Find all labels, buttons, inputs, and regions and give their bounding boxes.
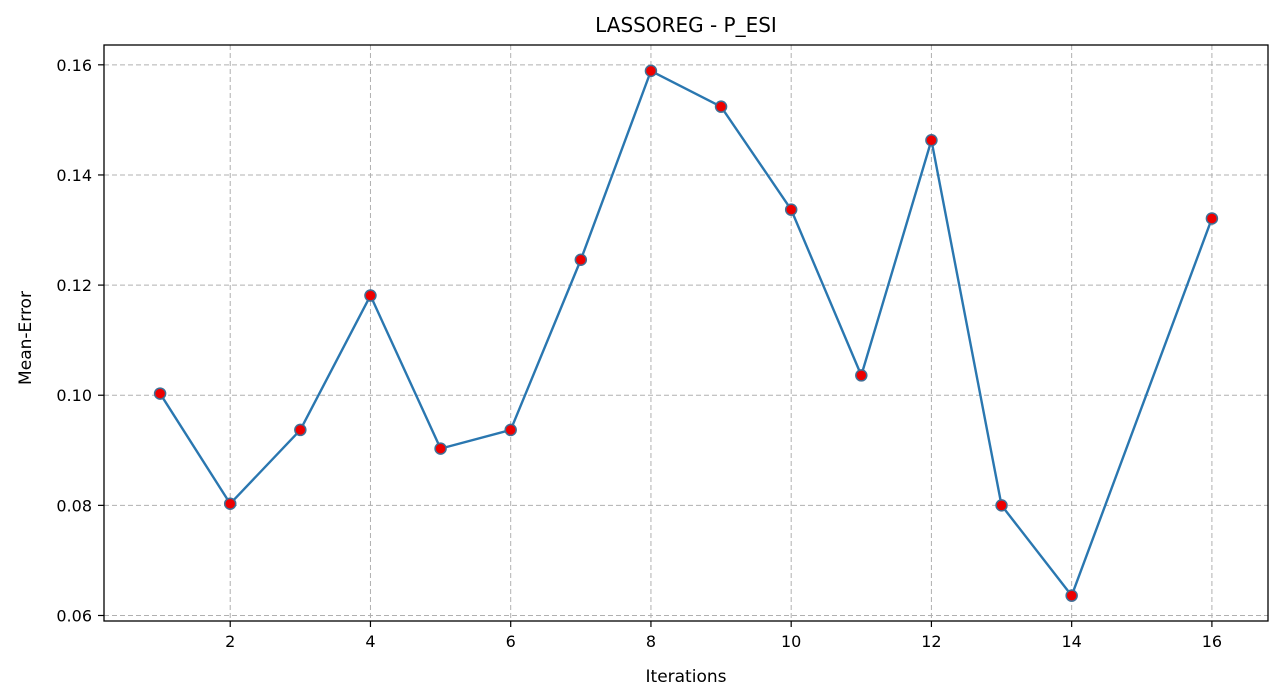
data-point	[223, 497, 237, 510]
x-tick-label: 6	[506, 632, 516, 651]
plot-frame	[103, 44, 1269, 622]
data-point	[784, 203, 798, 216]
y-tick-label: 0.08	[56, 496, 92, 515]
y-axis-label: Mean-Error	[16, 291, 36, 385]
data-points	[153, 64, 1219, 602]
x-tick-label: 16	[1202, 632, 1222, 651]
data-point	[574, 253, 588, 267]
x-axis-ticks: 2 4 6 8 10 12 14 16	[225, 621, 1222, 651]
y-tick-label: 0.16	[56, 56, 92, 75]
data-point	[714, 100, 728, 113]
data-point	[644, 64, 658, 78]
chart-title: LASSOREG - P_ESI	[595, 13, 777, 37]
data-point	[1205, 212, 1219, 225]
y-tick-label: 0.06	[56, 606, 92, 625]
data-point	[504, 423, 517, 437]
data-point	[153, 387, 167, 400]
y-tick-label: 0.12	[56, 276, 92, 295]
y-tick-label: 0.10	[56, 386, 92, 405]
x-tick-label: 2	[225, 632, 235, 651]
x-tick-label: 12	[921, 632, 941, 651]
series-line	[159, 69, 1214, 597]
data-point	[995, 499, 1008, 512]
x-axis-label: Iterations	[646, 667, 727, 687]
data-point	[294, 423, 307, 437]
data-point	[1065, 589, 1078, 602]
data-point	[364, 289, 377, 302]
x-tick-label: 10	[781, 632, 801, 651]
x-tick-label: 4	[365, 632, 375, 651]
x-tick-label: 8	[646, 632, 656, 651]
data-point	[434, 442, 447, 455]
x-tick-label: 14	[1061, 632, 1081, 651]
data-point	[925, 134, 938, 147]
data-point	[855, 369, 868, 382]
y-axis-ticks: 0.06 0.08 0.10 0.12 0.14 0.16	[56, 56, 104, 625]
y-tick-label: 0.14	[56, 166, 92, 185]
